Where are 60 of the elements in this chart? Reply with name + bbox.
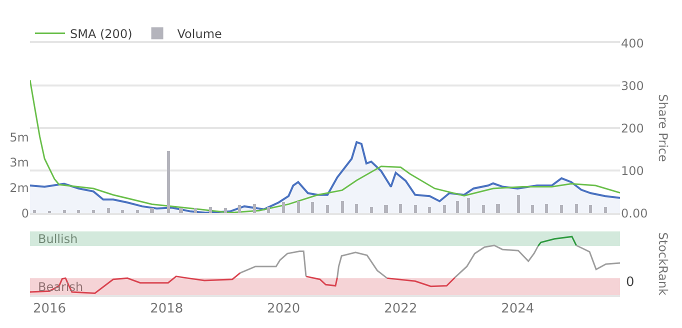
- bar: [107, 208, 110, 214]
- bar: [33, 210, 36, 214]
- x-tick-label: 2016: [32, 302, 66, 317]
- bar: [282, 202, 285, 214]
- bar: [443, 205, 446, 214]
- bar: [456, 201, 459, 214]
- bar: [77, 210, 80, 214]
- bar: [414, 205, 417, 214]
- x-tick-label: 2018: [150, 302, 184, 317]
- bar: [355, 204, 358, 214]
- bar: [92, 210, 95, 214]
- y2-tick-label: 3m: [10, 156, 29, 170]
- bar: [326, 205, 329, 214]
- bar: [209, 207, 212, 214]
- x-tick-label: 2020: [267, 302, 300, 317]
- bar: [267, 207, 270, 214]
- y-axis-title: Share Price: [656, 94, 670, 162]
- bar: [136, 210, 139, 214]
- y-tick-label: 100: [621, 164, 644, 178]
- bar: [311, 202, 314, 214]
- y2-tick-label: 5m: [10, 130, 29, 144]
- y-tick-label: 300: [621, 78, 644, 93]
- bar: [482, 205, 485, 214]
- y-tick-label: 400: [621, 36, 644, 50]
- bar: [253, 204, 256, 214]
- bar: [545, 204, 548, 214]
- bar: [341, 201, 344, 214]
- y-axis-title: StockRank: [656, 232, 670, 296]
- bar: [589, 205, 592, 214]
- bar: [150, 208, 154, 214]
- bar: [467, 198, 470, 214]
- bar: [63, 210, 66, 214]
- y-tick-label: 0.00: [621, 206, 648, 220]
- line-series: [30, 79, 620, 214]
- bar: [575, 204, 578, 214]
- bar: [224, 208, 227, 214]
- bar: [179, 208, 183, 214]
- y2-tick-label: 2m: [10, 181, 29, 196]
- legend-label: SMA (200): [70, 26, 132, 41]
- legend-label: Volume: [177, 26, 222, 41]
- bar: [496, 204, 500, 214]
- bar: [194, 208, 197, 214]
- text: 0: [626, 275, 634, 290]
- bar: [384, 205, 388, 214]
- x-tick-label: 2024: [501, 302, 534, 317]
- y-tick-label: 200: [621, 121, 644, 136]
- y2-tick-label: 0: [21, 206, 29, 220]
- bar: [399, 204, 402, 214]
- band-label: Bullish: [38, 232, 78, 246]
- bar: [167, 151, 170, 214]
- x-tick-label: 2022: [384, 302, 418, 317]
- bar: [604, 207, 607, 214]
- bar: [370, 207, 373, 214]
- bar: [560, 205, 563, 214]
- bar: [238, 205, 241, 214]
- bar: [297, 201, 300, 214]
- bar: [428, 207, 431, 214]
- bar: [121, 210, 124, 214]
- bar: [531, 205, 534, 214]
- bar: [517, 195, 520, 214]
